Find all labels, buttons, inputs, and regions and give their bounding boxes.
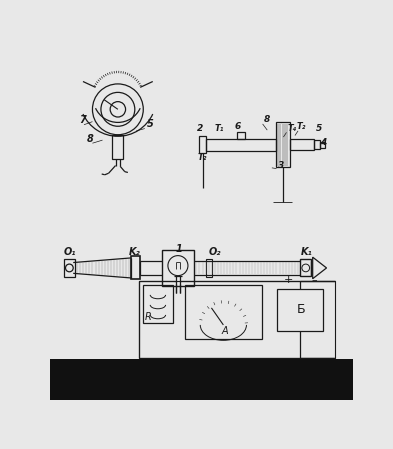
Bar	[277, 289, 323, 331]
Bar	[237, 132, 245, 139]
Bar	[320, 142, 325, 148]
Bar	[206, 139, 276, 151]
Bar	[112, 135, 123, 159]
Bar	[300, 260, 311, 277]
Text: R: R	[145, 312, 152, 321]
Bar	[199, 136, 206, 153]
Text: 7: 7	[79, 115, 86, 125]
Text: 8: 8	[87, 134, 94, 145]
Bar	[290, 139, 314, 150]
Text: K₂: K₂	[129, 247, 140, 257]
Text: 4: 4	[320, 138, 326, 147]
Bar	[139, 281, 335, 358]
Text: 5: 5	[147, 119, 154, 129]
Bar	[314, 140, 320, 150]
Text: 1: 1	[176, 244, 182, 254]
Text: 3: 3	[278, 161, 284, 170]
Bar	[162, 250, 194, 286]
Text: +: +	[283, 275, 293, 286]
Bar	[131, 256, 140, 279]
Text: K₁: K₁	[301, 247, 313, 257]
Text: O₁: O₁	[64, 247, 77, 257]
Text: 5: 5	[316, 124, 322, 133]
Text: 2: 2	[197, 124, 204, 133]
Text: T₂: T₂	[296, 122, 306, 132]
Bar	[206, 259, 212, 277]
Bar	[143, 285, 173, 323]
Text: –: –	[311, 275, 317, 286]
Text: T₂: T₂	[197, 153, 207, 162]
Bar	[185, 285, 262, 339]
Text: 6: 6	[235, 122, 241, 132]
Text: 8: 8	[264, 114, 270, 123]
Text: T₄: T₄	[287, 124, 297, 133]
Bar	[50, 359, 353, 400]
Text: O₂: O₂	[209, 247, 221, 257]
Text: T₁: T₁	[214, 124, 224, 133]
Bar	[276, 123, 290, 167]
Bar	[64, 259, 75, 277]
Text: A: A	[221, 326, 228, 336]
Text: Б: Б	[296, 303, 305, 316]
